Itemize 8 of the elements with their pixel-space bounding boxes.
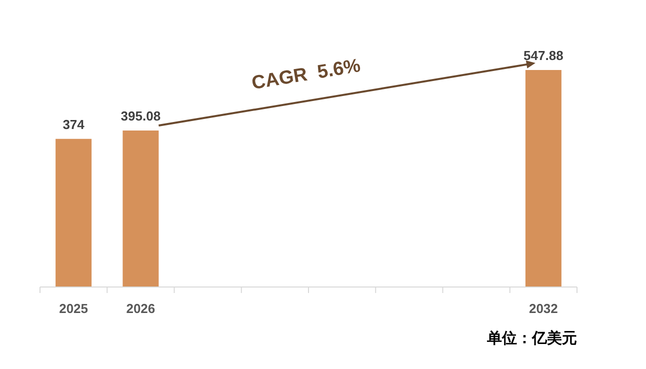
annotation: CAGR 5.6% bbox=[250, 55, 362, 94]
data-label: 547.88 bbox=[524, 48, 564, 63]
x-tick-label: 2026 bbox=[126, 301, 156, 316]
data-label: 395.08 bbox=[120, 108, 161, 124]
x-tick-label: 2025 bbox=[59, 301, 88, 316]
text: 单位：亿美元 bbox=[486, 329, 577, 347]
x-tick-label: 2032 bbox=[528, 301, 558, 316]
data-label: 374 bbox=[62, 116, 86, 132]
